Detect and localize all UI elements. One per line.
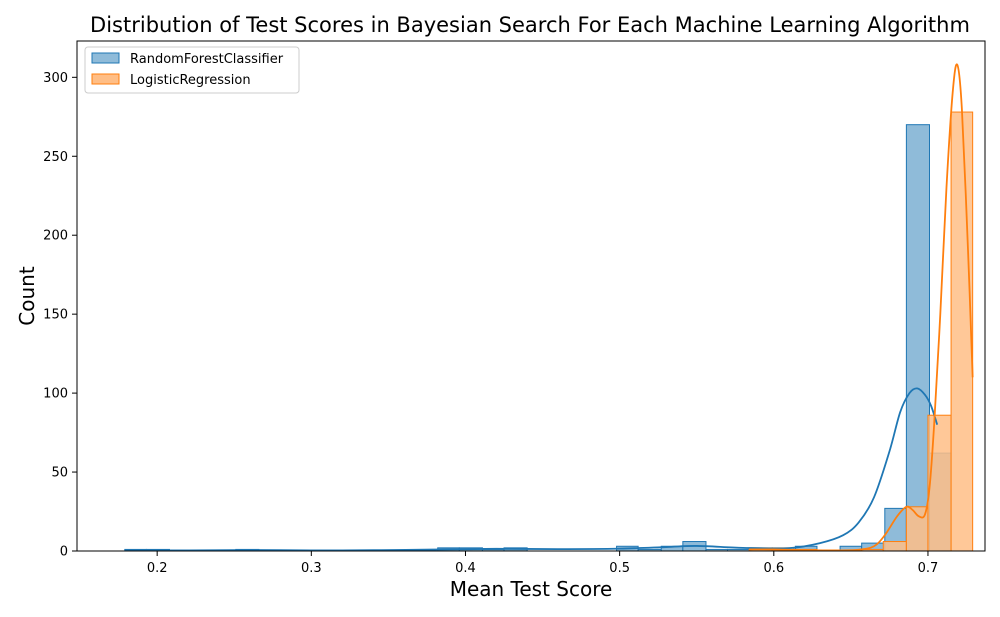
logistic-regression-bar-8 [927,414,952,552]
logistic-regression-kde-line [749,63,974,552]
y-axis-title: Count [15,266,39,326]
x-axis-title: Mean Test Score [450,577,613,601]
y-tick-label: 50 [51,466,68,481]
y-tick-label: 100 [43,387,68,402]
y-tick-label: 300 [43,71,68,86]
y-tick-label: 200 [43,229,68,244]
x-tick-label: 0.6 [763,561,784,576]
rf-bars-group [124,124,952,552]
x-tick-label: 0.7 [918,561,939,576]
x-tick-label: 0.5 [609,561,630,576]
legend-frame [84,46,300,94]
legend: RandomForestClassifier LogisticRegressio… [84,46,300,94]
legend-label-logistic-regression: LogisticRegression [130,73,251,88]
y-tick-label: 0 [60,545,68,560]
kde-lines-group [124,63,974,552]
chart-title: Distribution of Test Scores in Bayesian … [90,13,970,37]
legend-swatch-random-forest [91,52,120,64]
y-axis-ticks: 0 50 100 150 200 250 300 [43,71,77,560]
plot-frame [76,40,986,552]
legend-swatch-logistic-regression [91,73,120,85]
x-tick-label: 0.3 [301,561,322,576]
y-tick-label: 150 [43,308,68,323]
legend-label-random-forest: RandomForestClassifier [130,52,284,67]
y-tick-label: 250 [43,150,68,165]
x-tick-label: 0.4 [455,561,476,576]
logistic-regression-bar-6 [882,541,907,552]
x-axis-ticks: 0.2 0.3 0.4 0.5 0.6 0.7 [147,551,938,576]
random-forest-kde-line [124,387,939,552]
random-forest-bar-35 [905,124,931,552]
x-tick-label: 0.2 [147,561,168,576]
logistic-regression-bar-9 [950,111,974,552]
